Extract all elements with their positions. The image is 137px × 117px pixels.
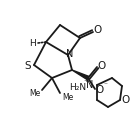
- Text: Me: Me: [29, 90, 41, 99]
- Text: H₂N: H₂N: [69, 84, 87, 93]
- Text: N: N: [66, 49, 74, 59]
- Text: Me: Me: [62, 93, 74, 102]
- Text: O: O: [96, 85, 104, 95]
- Text: H: H: [29, 38, 35, 48]
- Text: ⁻: ⁻: [103, 80, 107, 90]
- Text: +: +: [83, 79, 89, 84]
- Text: O: O: [94, 25, 102, 35]
- Polygon shape: [72, 70, 89, 80]
- Text: S: S: [25, 61, 31, 71]
- Text: O: O: [122, 95, 130, 105]
- Text: O: O: [98, 61, 106, 71]
- Text: N: N: [86, 80, 94, 90]
